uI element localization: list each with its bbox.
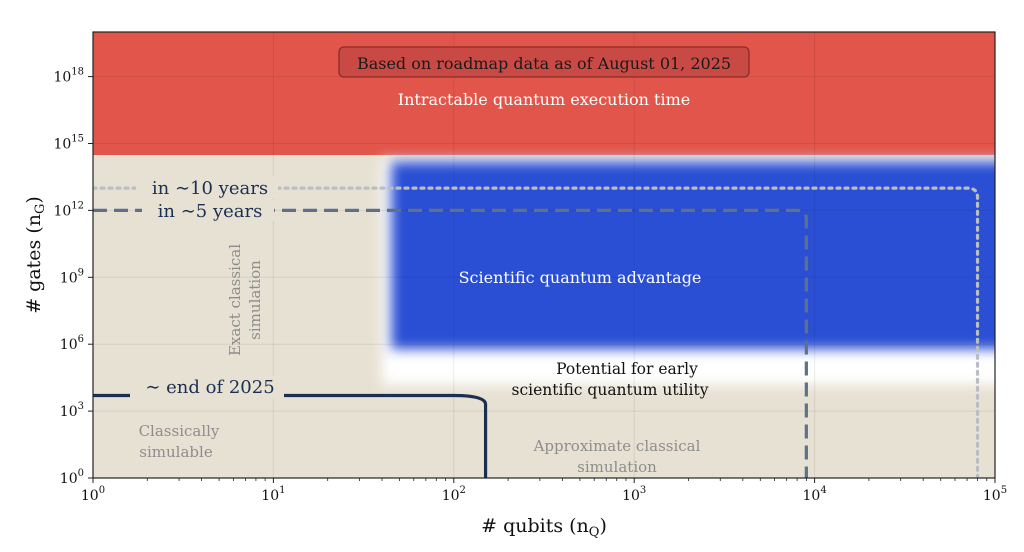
utility-label-line2: scientific quantum utility — [512, 381, 709, 399]
y-tick-label-9: 109 — [60, 267, 84, 286]
intractable-label: Intractable quantum execution time — [398, 90, 690, 109]
advantage-label: Scientific quantum advantage — [459, 268, 702, 287]
plot-frame — [92, 31, 996, 479]
utility-label-line1: Potential for early — [556, 360, 698, 378]
simulable-label-line1: Classically — [139, 422, 220, 440]
y-tick-label-18: 1018 — [53, 67, 84, 86]
y-tick-label-15: 1015 — [53, 134, 84, 153]
series-line-0 — [93, 393, 488, 478]
series-layer — [93, 186, 980, 478]
series-label-2025-text: ∼ end of 2025 — [145, 377, 274, 398]
tick-layer: 100 101 102 103 104 105 100 103 106 109 1012 1015 10… — [53, 67, 1007, 504]
approx-label-line2: simulation — [577, 458, 657, 476]
y-axis-label: # gates (nG) — [23, 196, 48, 314]
exact-label-line2: simulation — [246, 260, 264, 340]
simulable-label-line2: simulable — [139, 443, 213, 461]
series-line-2 — [93, 186, 980, 478]
x-tick-label-0: 100 — [81, 485, 105, 504]
banner-box — [338, 46, 750, 78]
series-label-5y-text: in ∼5 years — [158, 201, 263, 222]
region-intractable — [93, 32, 995, 156]
y-tick-label-3: 103 — [60, 401, 84, 420]
banner-text: Based on roadmap data as of August 01, 2… — [357, 54, 731, 73]
series-label-2025-bg — [130, 376, 284, 398]
x-tick-label-5: 105 — [983, 485, 1007, 504]
y-axis-label-group: # gates (nG) — [23, 196, 48, 314]
y-tick-label-6: 106 — [60, 334, 84, 353]
x-tick-label-3: 103 — [622, 485, 646, 504]
x-tick-label-2: 102 — [442, 485, 466, 504]
y-tick-label-0: 100 — [60, 468, 84, 487]
series-label-5y-bg — [142, 200, 274, 221]
x-tick-label-4: 104 — [802, 485, 826, 504]
series-label-10y: in ∼10 years — [136, 176, 278, 199]
x-tick-label-1: 101 — [261, 485, 285, 504]
exact-label-line1: Exact classical — [226, 244, 244, 356]
region-advantage — [391, 161, 995, 350]
series-label-2025: ∼ end of 2025 — [130, 376, 284, 398]
y-tick-label-12: 1012 — [53, 200, 84, 219]
exact-label: Exact classical simulation — [226, 244, 264, 356]
series-label-5y: in ∼5 years — [142, 200, 274, 222]
series-label-10y-bg — [136, 176, 278, 198]
x-axis-label: # qubits (nQ) — [481, 515, 607, 540]
banner: Based on roadmap data as of August 01, 2… — [338, 46, 750, 78]
approx-label-line1: Approximate classical — [533, 437, 701, 455]
series-line-1 — [93, 208, 808, 478]
series-label-10y-text: in ∼10 years — [152, 178, 268, 199]
